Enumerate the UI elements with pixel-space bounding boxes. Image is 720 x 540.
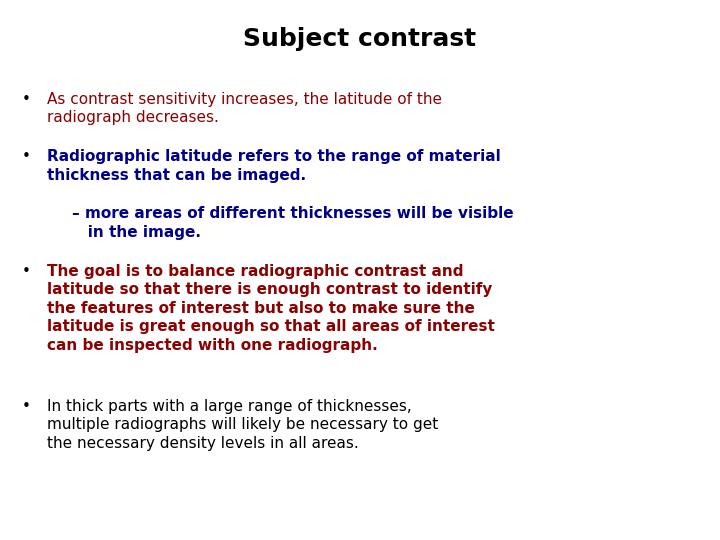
Text: •: •	[22, 399, 30, 414]
Text: As contrast sensitivity increases, the latitude of the
radiograph decreases.: As contrast sensitivity increases, the l…	[47, 92, 442, 125]
Text: Radiographic latitude refers to the range of material
thickness that can be imag: Radiographic latitude refers to the rang…	[47, 149, 500, 183]
Text: – more areas of different thicknesses will be visible
   in the image.: – more areas of different thicknesses wi…	[72, 206, 513, 240]
Text: In thick parts with a large range of thicknesses,
multiple radiographs will like: In thick parts with a large range of thi…	[47, 399, 438, 451]
Text: •: •	[22, 264, 30, 279]
Text: •: •	[22, 149, 30, 164]
Text: The goal is to balance radiographic contrast and
latitude so that there is enoug: The goal is to balance radiographic cont…	[47, 264, 495, 353]
Text: •: •	[22, 92, 30, 107]
Text: Subject contrast: Subject contrast	[243, 27, 477, 51]
